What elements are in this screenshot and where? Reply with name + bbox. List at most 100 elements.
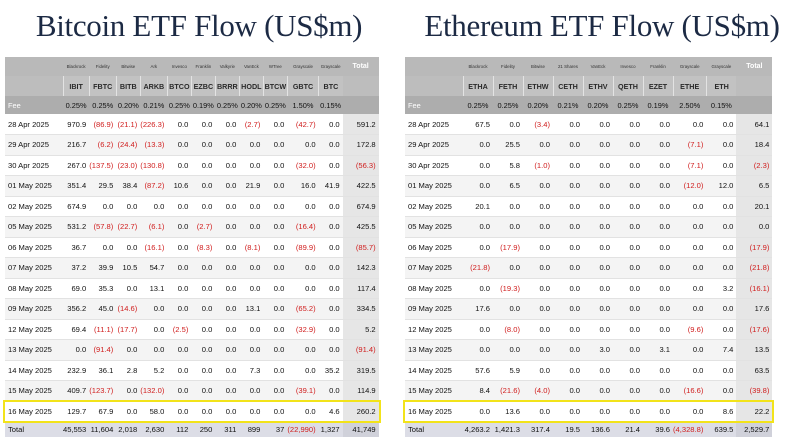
fee-row: Fee 0.25% 0.25% 0.20% 0.21% 0.25% 0.19% 0.25% 0.… — [5, 96, 379, 114]
flow-value: 0.0 — [613, 134, 643, 156]
flow-value: (6.2) — [89, 134, 117, 156]
flow-value: 58.0 — [140, 401, 168, 422]
flow-value: 0.0 — [263, 380, 288, 402]
flow-value: 0.0 — [613, 339, 643, 361]
table-row: 08 May 2025 0.0 (19.3) 0.0 0.0 0.0 0.0 0.0 0.0 3.… — [405, 278, 773, 299]
flow-value: 0.0 — [287, 134, 319, 156]
flow-value: 0.0 — [215, 380, 240, 402]
column-total: (22,990) — [287, 421, 319, 437]
column-total: 39.6 — [643, 421, 673, 437]
flow-value: 0.0 — [239, 155, 264, 176]
flow-value: 0.0 — [553, 278, 583, 299]
fee-label: Fee — [405, 96, 463, 114]
flow-value: 0.0 — [318, 339, 343, 361]
flow-value: 0.0 — [613, 216, 643, 238]
issuer-label: Ark — [140, 57, 168, 76]
flow-value: (65.2) — [287, 298, 319, 320]
flow-value: 0.0 — [523, 134, 553, 156]
table-row: 28 Apr 2025 67.5 0.0 (3.4) 0.0 0.0 0.0 0.0 0.0 0.… — [405, 114, 773, 135]
flow-value: 531.2 — [63, 216, 90, 238]
flow-value: 16.0 — [287, 175, 319, 197]
row-total: 334.5 — [342, 298, 379, 320]
flow-value: 0.0 — [673, 298, 707, 320]
flow-value: 0.0 — [318, 298, 343, 320]
row-date: 01 May 2025 — [5, 175, 63, 197]
flow-value: (123.7) — [89, 380, 117, 402]
flow-value: (8.3) — [191, 237, 216, 258]
row-date: 08 May 2025 — [5, 278, 63, 299]
flow-value: 0.0 — [215, 196, 240, 217]
flow-value: (3.4) — [523, 114, 553, 135]
flow-value: 0.0 — [463, 401, 493, 422]
flow-value: 0.0 — [613, 319, 643, 340]
row-date: 09 May 2025 — [5, 298, 63, 320]
flow-value: 0.0 — [263, 114, 288, 135]
flow-value: 0.0 — [89, 196, 117, 217]
column-total: 899 — [239, 421, 264, 437]
flow-value: 0.0 — [706, 257, 737, 279]
flow-value: 21.9 — [239, 175, 264, 197]
row-total: 13.5 — [736, 339, 773, 361]
flow-value: 0.0 — [263, 134, 288, 156]
row-date: 14 May 2025 — [405, 360, 463, 381]
flow-value: 0.0 — [167, 339, 192, 361]
flow-value: 69.4 — [63, 319, 90, 340]
flow-value: 0.0 — [116, 401, 141, 422]
flow-value: 267.0 — [63, 155, 90, 176]
flow-value: 0.0 — [553, 237, 583, 258]
ticker-label: BITB — [115, 76, 141, 96]
table-row: 05 May 2025 531.2 (57.8) (22.7) (6.1) 0.0 (2.7… — [5, 216, 379, 238]
flow-value: (132.0) — [140, 380, 168, 402]
row-date: 29 Apr 2025 — [5, 134, 63, 156]
flow-value: 39.9 — [89, 257, 117, 279]
column-total: 1,327 — [318, 421, 343, 437]
flow-value: 0.0 — [613, 155, 643, 176]
flow-value: (226.3) — [140, 114, 168, 135]
row-total: 18.4 — [736, 134, 773, 156]
fee-value: 0.21% — [140, 96, 168, 114]
flow-value: 0.0 — [523, 339, 553, 361]
row-total: (56.3) — [342, 155, 379, 176]
flow-value: 0.0 — [463, 339, 493, 361]
flow-value: 0.0 — [116, 237, 141, 258]
row-date: 01 May 2025 — [405, 175, 463, 197]
flow-value: 0.0 — [215, 114, 240, 135]
column-total: 136.6 — [583, 421, 613, 437]
row-date: 28 Apr 2025 — [5, 114, 63, 135]
flow-value: (16.4) — [287, 216, 319, 238]
fee-value: 0.25% — [463, 96, 493, 114]
flow-value: 0.0 — [191, 298, 216, 320]
flow-value: 0.0 — [191, 175, 216, 197]
fee-value: 0.25% — [215, 96, 240, 114]
flow-value: 0.0 — [263, 196, 288, 217]
flow-value: 0.0 — [613, 237, 643, 258]
flow-value: 0.0 — [523, 257, 553, 279]
ticker-header-row: ETHA FETH ETHW CETH ETHV QETH EZET ETHE ETH — [405, 76, 773, 96]
column-total: 37 — [263, 421, 288, 437]
flow-value: 0.0 — [116, 196, 141, 217]
fee-value: 0.25% — [63, 96, 90, 114]
flow-value: 0.0 — [613, 360, 643, 381]
fee-value: 0.25% — [493, 96, 523, 114]
flow-value: 0.0 — [643, 278, 673, 299]
flow-value: 0.0 — [613, 298, 643, 320]
flow-value: 0.0 — [583, 257, 613, 279]
table-row: 09 May 2025 356.2 45.0 (14.6) 0.0 0.0 0.0 0.0 13… — [5, 298, 379, 320]
row-total: (91.4) — [342, 339, 379, 361]
flow-value: 0.0 — [287, 196, 319, 217]
flow-value: (2.5) — [167, 319, 192, 340]
flow-value: 0.0 — [191, 134, 216, 156]
grand-total: 41,749 — [342, 421, 379, 437]
flow-value: 0.0 — [239, 380, 264, 402]
flow-value: (137.5) — [89, 155, 117, 176]
column-total: 11,604 — [89, 421, 117, 437]
table-row: 08 May 2025 69.0 35.3 0.0 13.1 0.0 0.0 0.0 0.0 0.… — [5, 278, 379, 299]
flow-value: 0.0 — [643, 196, 673, 217]
flow-value: 0.0 — [673, 216, 707, 238]
flow-value: (57.8) — [89, 216, 117, 238]
issuer-label: Bitwise — [523, 57, 553, 76]
ethereum-flow-table: Blackrock Fidelity Bitwise 21 Shares VanEck I… — [405, 57, 773, 437]
flow-value: 0.0 — [263, 257, 288, 279]
flow-value: 0.0 — [239, 319, 264, 340]
flow-value: 0.0 — [263, 339, 288, 361]
